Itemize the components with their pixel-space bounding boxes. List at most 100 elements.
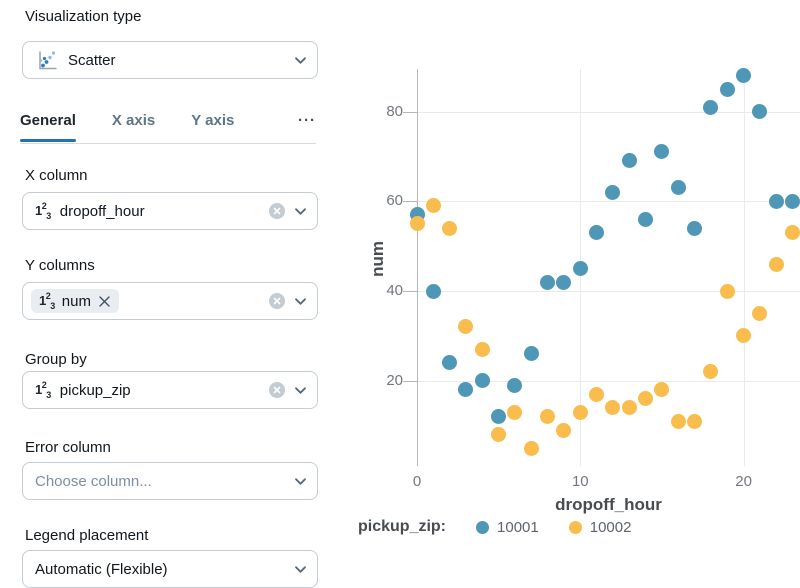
chevron-down-icon[interactable] (294, 565, 307, 574)
clear-icon[interactable] (269, 203, 285, 219)
clear-icon[interactable] (269, 382, 285, 398)
viz-type-select[interactable]: Scatter (22, 41, 318, 79)
data-point-10002[interactable] (507, 404, 523, 420)
data-point-10001[interactable] (425, 283, 441, 299)
data-point-10001[interactable] (491, 409, 507, 425)
x-column-select[interactable]: 123 dropoff_hour (22, 192, 318, 230)
x-column-label: X column (25, 167, 88, 184)
chevron-down-icon[interactable] (294, 386, 307, 395)
y-axis-line (417, 69, 418, 466)
data-point-10001[interactable] (736, 68, 752, 84)
data-point-10002[interactable] (523, 440, 539, 456)
legend-label: 10002 (589, 518, 632, 536)
data-point-10002[interactable] (752, 305, 768, 321)
data-point-10001[interactable] (442, 355, 458, 371)
number-type-icon: 123 (35, 379, 51, 400)
data-point-10002[interactable] (687, 413, 703, 429)
data-point-10002[interactable] (638, 391, 654, 407)
plot-area[interactable]: 20 40 60 80 0 10 20 (386, 68, 800, 490)
data-point-10002[interactable] (736, 328, 752, 344)
data-point-10001[interactable] (589, 225, 605, 241)
chevron-down-icon[interactable] (294, 207, 307, 216)
y-tick-label: 40 (386, 282, 403, 300)
data-point-10002[interactable] (703, 364, 719, 380)
data-point-10002[interactable] (719, 283, 735, 299)
legend-dot (568, 520, 582, 534)
data-point-10002[interactable] (572, 404, 588, 420)
data-point-10001[interactable] (687, 220, 703, 236)
data-point-10001[interactable] (719, 81, 735, 97)
y-tick-label: 80 (386, 102, 403, 120)
data-point-10002[interactable] (409, 216, 425, 232)
y-tick-label: 60 (386, 192, 403, 210)
viz-type-label: Visualization type (25, 8, 142, 25)
data-point-10001[interactable] (621, 153, 637, 169)
x-tick-label: 0 (412, 473, 422, 490)
column-chip-num[interactable]: 123 num (31, 289, 119, 313)
legend-placement-select[interactable]: Automatic (Flexible) (22, 550, 318, 588)
tab-more-options[interactable]: ··· (298, 112, 316, 129)
legend-dot (476, 520, 490, 534)
data-point-10002[interactable] (768, 256, 784, 272)
data-point-10002[interactable] (654, 382, 670, 398)
clear-icon[interactable] (269, 293, 285, 309)
chevron-down-icon[interactable] (294, 56, 307, 65)
data-point-10001[interactable] (572, 261, 588, 277)
data-point-10002[interactable] (474, 341, 490, 357)
tab-general[interactable]: General (20, 106, 76, 142)
data-point-10002[interactable] (589, 386, 605, 402)
legend-item-10002[interactable]: 10002 (568, 518, 632, 536)
data-point-10001[interactable] (540, 274, 556, 290)
y-gridline (417, 380, 800, 382)
x-tick-label: 20 (735, 473, 752, 490)
data-point-10002[interactable] (491, 427, 507, 443)
y-axis-title: num (368, 241, 387, 277)
data-point-10002[interactable] (425, 198, 441, 214)
x-tick-label: 10 (571, 473, 589, 490)
viz-type-value: Scatter (68, 51, 116, 69)
data-point-10002[interactable] (556, 422, 572, 438)
data-point-10001[interactable] (556, 274, 572, 290)
legend-item-10001[interactable]: 10001 (476, 519, 539, 536)
remove-chip-icon[interactable] (98, 295, 111, 308)
y-columns-select[interactable]: 123 num (22, 282, 318, 320)
data-point-10001[interactable] (752, 104, 768, 120)
data-point-10001[interactable] (785, 193, 800, 209)
group-by-select[interactable]: 123 pickup_zip (22, 371, 318, 409)
data-point-10002[interactable] (785, 225, 800, 241)
tab-x-axis[interactable]: X axis (111, 112, 156, 129)
chevron-down-icon[interactable] (294, 297, 307, 306)
data-point-10001[interactable] (654, 144, 670, 160)
data-point-10002[interactable] (621, 400, 637, 416)
data-point-10002[interactable] (605, 400, 621, 416)
error-column-select[interactable]: Choose column... (22, 462, 318, 500)
data-point-10002[interactable] (540, 409, 556, 425)
y-tick-mark (403, 201, 417, 203)
legend-placement-value: Automatic (Flexible) (35, 560, 168, 578)
legend-label: 10001 (497, 518, 539, 536)
y-tick-mark (403, 111, 417, 113)
data-point-10002[interactable] (442, 220, 458, 236)
data-point-10001[interactable] (458, 382, 474, 398)
error-column-placeholder: Choose column... (35, 472, 152, 490)
data-point-10001[interactable] (703, 99, 719, 115)
data-point-10001[interactable] (638, 211, 654, 227)
scatter-plot-icon (35, 48, 59, 72)
x-column-value: dropoff_hour (59, 202, 145, 220)
scatter-chart-panel: num 20 40 60 80 0 10 20 dropoff_hour pickup_zi… (340, 0, 800, 586)
data-point-10001[interactable] (507, 377, 523, 393)
data-point-10001[interactable] (605, 184, 621, 200)
y-tick-label: 20 (386, 371, 403, 389)
data-point-10001[interactable] (523, 346, 539, 362)
number-type-icon: 123 (39, 290, 55, 311)
x-gridline (743, 69, 745, 466)
x-axis-title: dropoff_hour (555, 495, 662, 514)
data-point-10002[interactable] (458, 319, 474, 335)
tab-y-axis[interactable]: Y axis (191, 112, 235, 129)
chevron-down-icon[interactable] (294, 477, 307, 486)
data-point-10001[interactable] (768, 193, 784, 209)
data-point-10001[interactable] (474, 373, 490, 389)
data-point-10001[interactable] (670, 180, 686, 196)
data-point-10002[interactable] (670, 413, 686, 429)
y-gridline (417, 201, 800, 203)
